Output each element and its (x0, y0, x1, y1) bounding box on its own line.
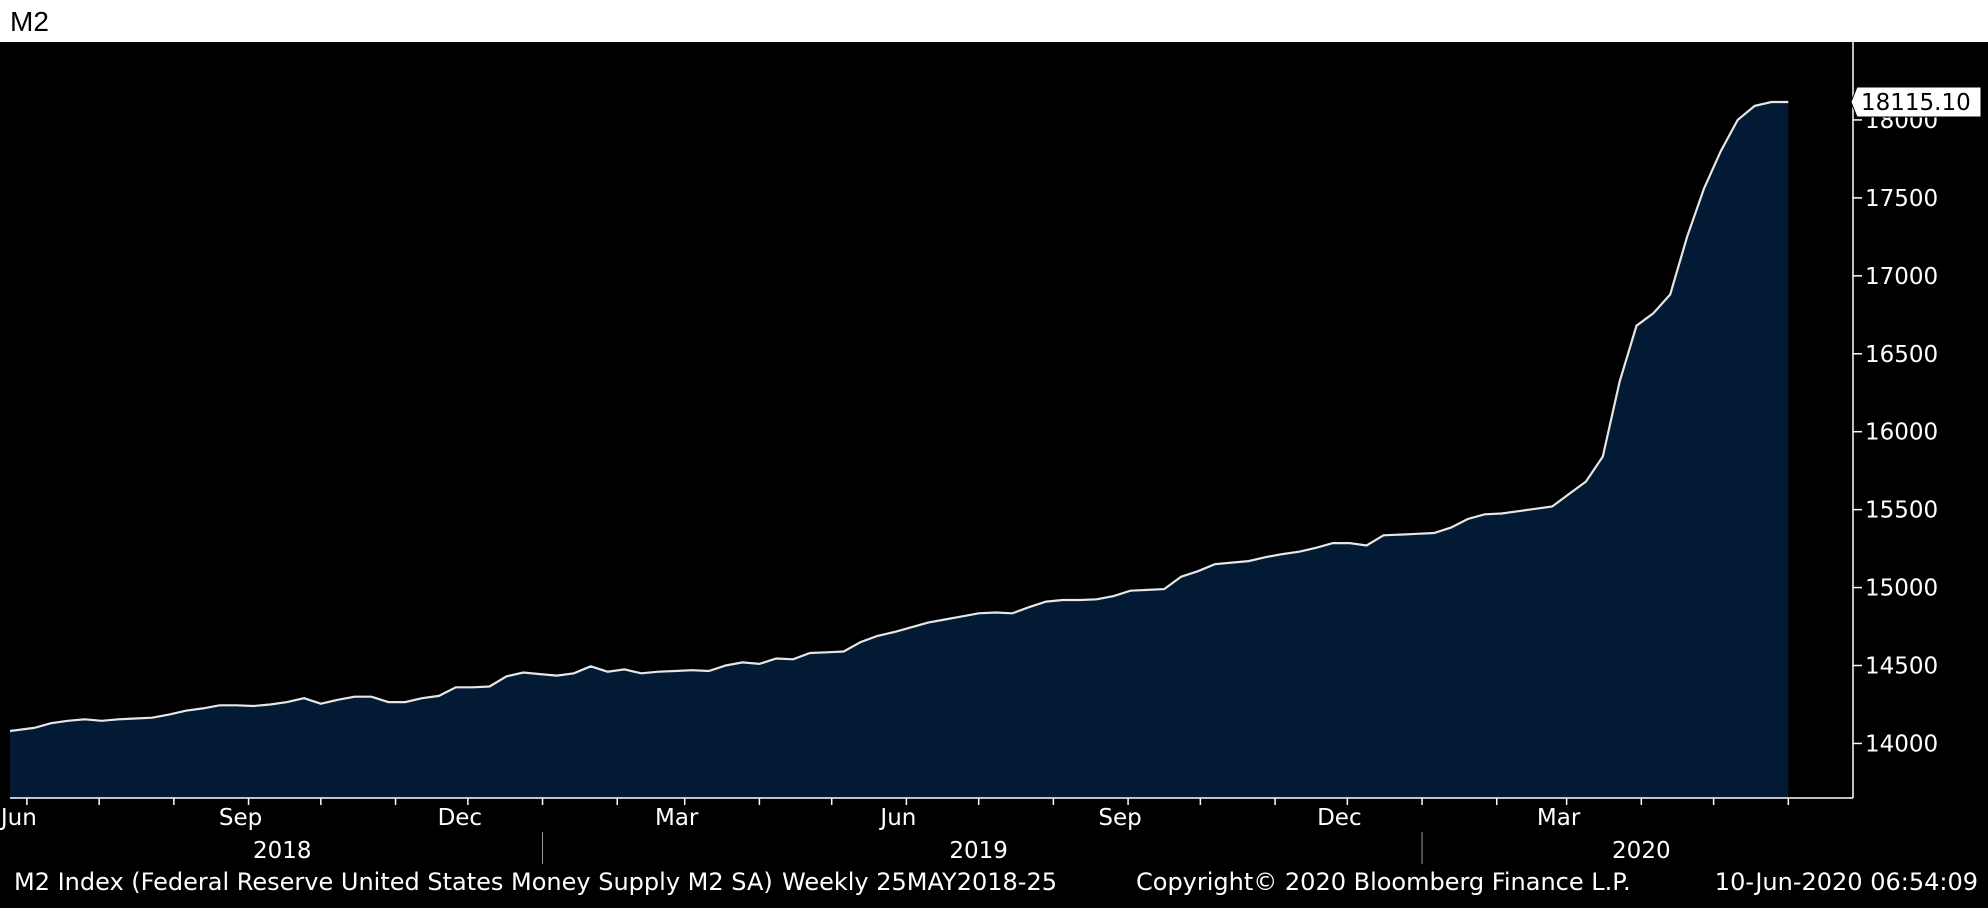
series-area (10, 102, 1789, 798)
y-tick-label: 16000 (1865, 420, 1938, 446)
y-tick-label: 17000 (1865, 264, 1938, 290)
y-tick-label: 15000 (1865, 576, 1938, 602)
x-tick-label: Dec (438, 805, 483, 831)
x-year-label: 2020 (1612, 838, 1671, 864)
last-value-group: 18115.10 (1850, 86, 1982, 118)
y-tick-label: 14500 (1865, 654, 1938, 680)
x-tick-label: Sep (219, 805, 262, 831)
x-tick-label: Jun (0, 805, 37, 831)
chart-footer: M2 Index (Federal Reserve United States … (10, 868, 1978, 902)
last-value-box (1850, 86, 1982, 118)
series-frequency: Weekly 25MAY2018-25 (782, 868, 1057, 896)
x-axis: Jun Sep Dec Mar Jun Sep Dec Mar 2018 2019 2020 (0, 797, 1853, 864)
x-year-label: 2018 (253, 838, 312, 864)
x-tick-label: Mar (655, 805, 699, 831)
y-axis: 14000 14500 15000 15500 16000 16500 17000 17500… (1852, 42, 1938, 798)
y-tick-label: 16500 (1865, 342, 1938, 368)
chart-title: M2 (10, 6, 49, 37)
last-value-label: 18115.10 (1861, 90, 1971, 116)
timestamp: 10-Jun-2020 06:54:09 (1714, 868, 1978, 896)
x-tick-label: Dec (1317, 805, 1362, 831)
series-layer (9, 100, 1789, 798)
y-tick-label: 17500 (1865, 186, 1938, 212)
series-line (9, 100, 1789, 733)
x-tick-label: Jun (878, 805, 916, 831)
y-tick-label: 14000 (1865, 731, 1938, 757)
x-tick-label: Mar (1537, 805, 1581, 831)
y-tick-label: 15500 (1865, 498, 1938, 524)
series-description: M2 Index (Federal Reserve United States … (14, 868, 773, 896)
copyright-notice: Copyright© 2020 Bloomberg Finance L.P. (1136, 868, 1631, 896)
x-year-label: 2019 (949, 838, 1008, 864)
x-tick-label: Sep (1098, 805, 1141, 831)
